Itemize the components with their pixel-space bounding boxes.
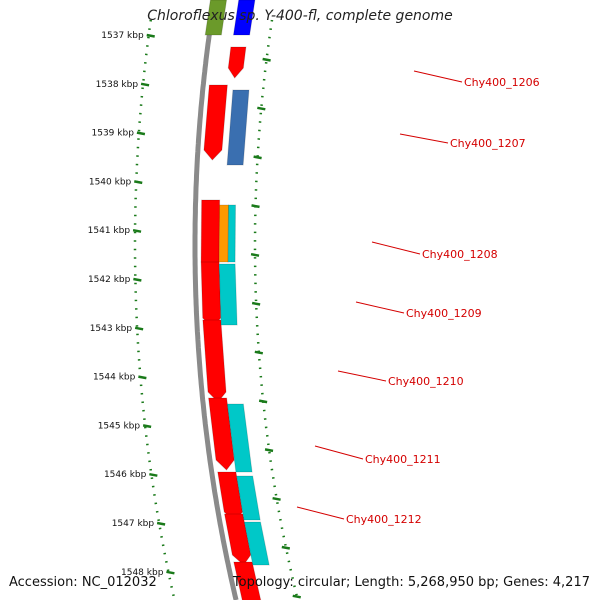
scale-tick-label: 1537 kbp xyxy=(101,31,144,41)
scale-minor-tick xyxy=(292,594,301,599)
scale-minor-tick xyxy=(262,57,271,62)
gene-labels: Chy400_1206 Chy400_1207 Chy400_1208 Chy400_… xyxy=(296,70,540,526)
accession-text: Accession: NC_012032 xyxy=(9,575,157,590)
gene-leader-line xyxy=(355,301,405,314)
scale-tick xyxy=(132,228,142,233)
reverse-gene-arrow xyxy=(235,475,261,521)
scale-minor-tick xyxy=(264,448,274,453)
gene-label: Chy400_1211 xyxy=(365,453,441,466)
scale-tick-label: 1538 kbp xyxy=(96,80,139,90)
reverse-gene-arrow xyxy=(232,0,256,36)
reverse-gene-arrow xyxy=(226,89,250,166)
gene-leader-line xyxy=(413,70,463,83)
forward-gene-arrow xyxy=(227,46,247,79)
scale-tick xyxy=(134,326,144,331)
scale-tick-label: 1545 kbp xyxy=(98,421,141,431)
forward-gene-arrow xyxy=(208,397,235,471)
scale-minor-tick xyxy=(253,155,262,160)
reverse-gene-arrow xyxy=(218,204,230,263)
scale-tick xyxy=(133,277,142,282)
gene-leader-line xyxy=(371,241,421,255)
backbone-line xyxy=(192,0,239,601)
scale-tick-label: 1547 kbp xyxy=(112,519,155,529)
scale-tick xyxy=(134,180,143,185)
map-title: Chloroflexus sp. Y-400-fl, complete geno… xyxy=(147,8,453,24)
scale-tick xyxy=(156,521,166,526)
scale-minor-tick xyxy=(272,496,281,501)
forward-gene-arrow xyxy=(200,199,221,273)
gene-leader-line xyxy=(314,445,364,460)
outer-dotted-ring xyxy=(133,19,176,601)
scale-tick-label: 1548 kbp xyxy=(121,568,164,578)
scale-tick-label: 1539 kbp xyxy=(92,129,135,139)
scale-tick xyxy=(142,424,152,429)
forward-gene-arrow xyxy=(233,561,262,604)
gene-leader-line xyxy=(296,506,345,520)
scale-minor-tick xyxy=(254,350,264,355)
gene-label: Chy400_1206 xyxy=(464,76,540,89)
genome-summary-text: Topology: circular; Length: 5,268,950 bp… xyxy=(232,575,590,590)
gene-label: Chy400_1207 xyxy=(450,137,526,150)
reverse-gene-arrow xyxy=(204,0,228,36)
forward-gene-arrow xyxy=(223,513,252,566)
gene-label: Chy400_1212 xyxy=(346,513,422,526)
gene-label: Chy400_1210 xyxy=(388,375,464,388)
scale-tick-label: 1541 kbp xyxy=(88,226,131,236)
forward-gene-arrow xyxy=(202,319,227,403)
scale-tick-label: 1542 kbp xyxy=(88,275,131,285)
gene-leader-line xyxy=(337,370,387,382)
gene-label: Chy400_1208 xyxy=(422,248,498,261)
gene-leader-line xyxy=(399,133,449,144)
scale-tick xyxy=(146,33,155,38)
scale-minor-tick xyxy=(257,106,266,111)
scale-minor-tick xyxy=(281,545,291,550)
gene-label: Chy400_1209 xyxy=(406,307,482,320)
inner-dotted-ring xyxy=(253,19,300,601)
scale-tick xyxy=(138,375,147,380)
reverse-gene-arrow xyxy=(218,263,238,326)
scale-tick-label: 1544 kbp xyxy=(93,373,136,383)
scale-tick xyxy=(136,131,146,136)
reverse-gene-arrow xyxy=(226,403,253,473)
scale-tick xyxy=(166,570,175,575)
scale-tick-label: 1540 kbp xyxy=(89,177,132,187)
scale-minor-tick xyxy=(251,204,260,209)
reverse-gene-arrow xyxy=(227,204,237,263)
reverse-gene-arrow xyxy=(243,521,270,566)
genome-backbone xyxy=(133,0,300,601)
forward-gene-arrow xyxy=(200,261,222,329)
scale-tick-label: 1546 kbp xyxy=(104,470,147,480)
scale-minor-tick xyxy=(251,301,261,306)
gene-features xyxy=(200,0,270,604)
scale-minor-tick xyxy=(250,252,260,257)
scale-ticks: 1537 kbp 1538 kbp 1539 kbp 1540 kbp 1541 kbp… xyxy=(88,31,301,599)
scale-minor-tick xyxy=(258,399,268,404)
forward-gene-arrow xyxy=(203,84,228,161)
scale-tick xyxy=(149,472,158,477)
scale-tick xyxy=(140,82,150,87)
scale-tick-label: 1543 kbp xyxy=(90,324,133,334)
